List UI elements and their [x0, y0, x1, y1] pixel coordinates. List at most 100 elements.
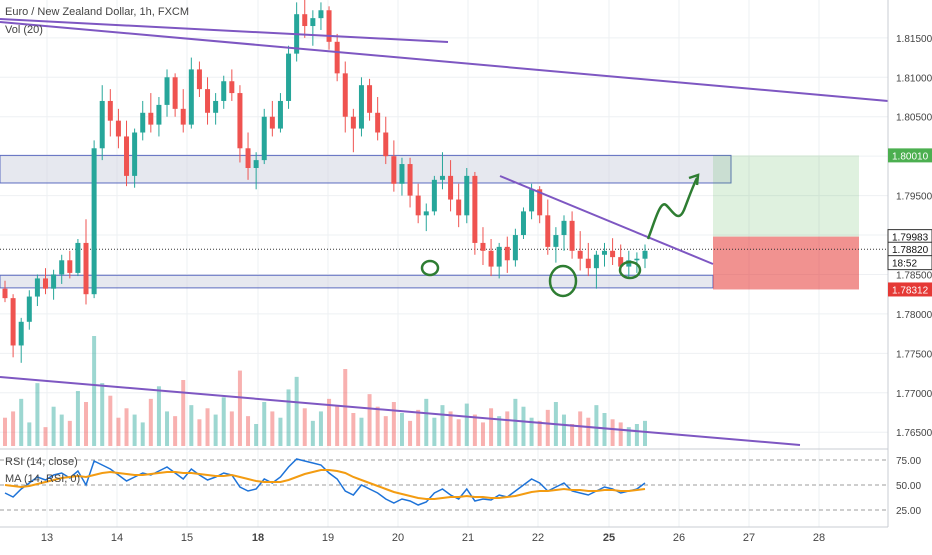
- volume-bar: [318, 411, 323, 446]
- forecast-arrow-head: [688, 173, 700, 186]
- candle-body: [391, 156, 397, 184]
- volume-bar: [545, 409, 550, 446]
- candle-body: [75, 242, 81, 273]
- rsi-pane: [0, 458, 888, 511]
- price-axis: 1.815001.810001.805001.800001.795001.790…: [887, 0, 932, 527]
- trendline-lower: [0, 376, 801, 446]
- candle-body: [342, 73, 348, 117]
- candle-body: [610, 250, 616, 258]
- volume-bar: [213, 414, 218, 446]
- candle-body: [188, 69, 194, 125]
- x-tick-label: 13: [41, 532, 53, 544]
- candle-body: [439, 175, 445, 180]
- candle-body: [626, 260, 632, 267]
- candle-body: [577, 250, 583, 259]
- volume-bar: [246, 416, 251, 446]
- volume-bar: [643, 420, 647, 446]
- candle-body: [407, 164, 413, 196]
- volume-bar: [189, 405, 194, 446]
- volume-bar: [359, 417, 364, 446]
- zones: [0, 154, 888, 290]
- candle-body: [520, 211, 526, 236]
- volume-bar: [440, 405, 445, 446]
- volume-bar: [108, 395, 113, 446]
- candle-body: [221, 81, 227, 101]
- candle-body: [488, 250, 494, 267]
- rsi-legend: RSI (14, close) MA (14, RSI, 0): [5, 454, 80, 488]
- candle-body: [423, 211, 429, 216]
- x-tick-label: 28: [813, 532, 825, 544]
- candle-body: [132, 132, 138, 176]
- candle-body: [99, 100, 105, 149]
- volume-legend: Vol (20): [5, 24, 43, 36]
- volume-bar: [156, 386, 161, 446]
- volume-bar: [586, 417, 591, 446]
- y-tick-label: 1.81000: [896, 73, 932, 84]
- candle-body: [51, 274, 57, 289]
- volume-bar: [27, 422, 32, 446]
- volume-bar: [43, 427, 48, 446]
- candle-body: [367, 85, 373, 113]
- candle-body: [67, 260, 73, 273]
- candle-body: [545, 215, 551, 247]
- grid: [0, 0, 888, 528]
- candle-body: [642, 250, 648, 259]
- volume-bar: [92, 336, 97, 446]
- price-label: 1.80010: [892, 151, 929, 162]
- y-tick-label: 1.78500: [896, 270, 932, 281]
- volume-bar: [521, 406, 526, 446]
- candle-body: [59, 260, 65, 275]
- volume-bar: [221, 397, 226, 446]
- volume-bar: [116, 417, 121, 446]
- price-label: 1.79983: [892, 233, 929, 244]
- candle-body: [334, 41, 340, 74]
- candle-body: [504, 246, 510, 261]
- candle-body: [593, 254, 599, 269]
- volume-bar: [19, 398, 24, 446]
- x-tick-label: 26: [673, 532, 685, 544]
- stop-zone: [713, 236, 859, 290]
- x-tick-label: 21: [462, 532, 474, 544]
- volume-bar: [383, 416, 388, 446]
- volume-bar: [286, 389, 291, 446]
- candle-body: [172, 77, 178, 109]
- volume-bar: [254, 424, 259, 446]
- candle-body: [196, 69, 202, 90]
- volume-bar: [416, 409, 421, 446]
- y-tick-label: 1.76500: [896, 428, 932, 439]
- candle-body: [375, 112, 381, 133]
- volume-bar: [327, 398, 332, 446]
- price-label: 18:52: [892, 259, 917, 270]
- candle-body: [585, 258, 591, 269]
- volume-bar: [578, 411, 583, 446]
- volume-bar: [75, 391, 80, 446]
- candle-body: [318, 10, 324, 19]
- volume-bar: [343, 369, 348, 446]
- bottom-circle-3: [618, 260, 642, 280]
- volume-bar: [262, 402, 267, 446]
- candle-body: [634, 258, 640, 261]
- volume-bar: [399, 413, 404, 446]
- y-tick-label: 1.77000: [896, 389, 932, 400]
- price-label: 1.78820: [892, 245, 929, 256]
- ma-label: MA (14, RSI, 0): [5, 473, 81, 485]
- chart-title: Euro / New Zealand Dollar, 1h, FXCM: [5, 6, 190, 18]
- candle-body: [310, 18, 316, 27]
- bottom-circle-1: [420, 259, 440, 277]
- bottom-circle-2: [548, 264, 578, 298]
- volume-bar: [424, 398, 429, 446]
- volume-bar: [408, 420, 413, 446]
- candle-body: [431, 179, 437, 212]
- price-label-box: [888, 148, 932, 163]
- price-label: 1.78312: [892, 285, 929, 296]
- volume-bar: [570, 424, 575, 446]
- candle-body: [115, 120, 121, 137]
- volume-bar: [173, 416, 178, 446]
- volume-bar: [432, 417, 437, 446]
- time-axis: 13 14 15 18 19 20 21 22 25 26 27 28: [41, 532, 825, 544]
- volume-bar: [634, 424, 639, 446]
- volume-bar: [513, 398, 518, 446]
- candle-body: [43, 278, 49, 289]
